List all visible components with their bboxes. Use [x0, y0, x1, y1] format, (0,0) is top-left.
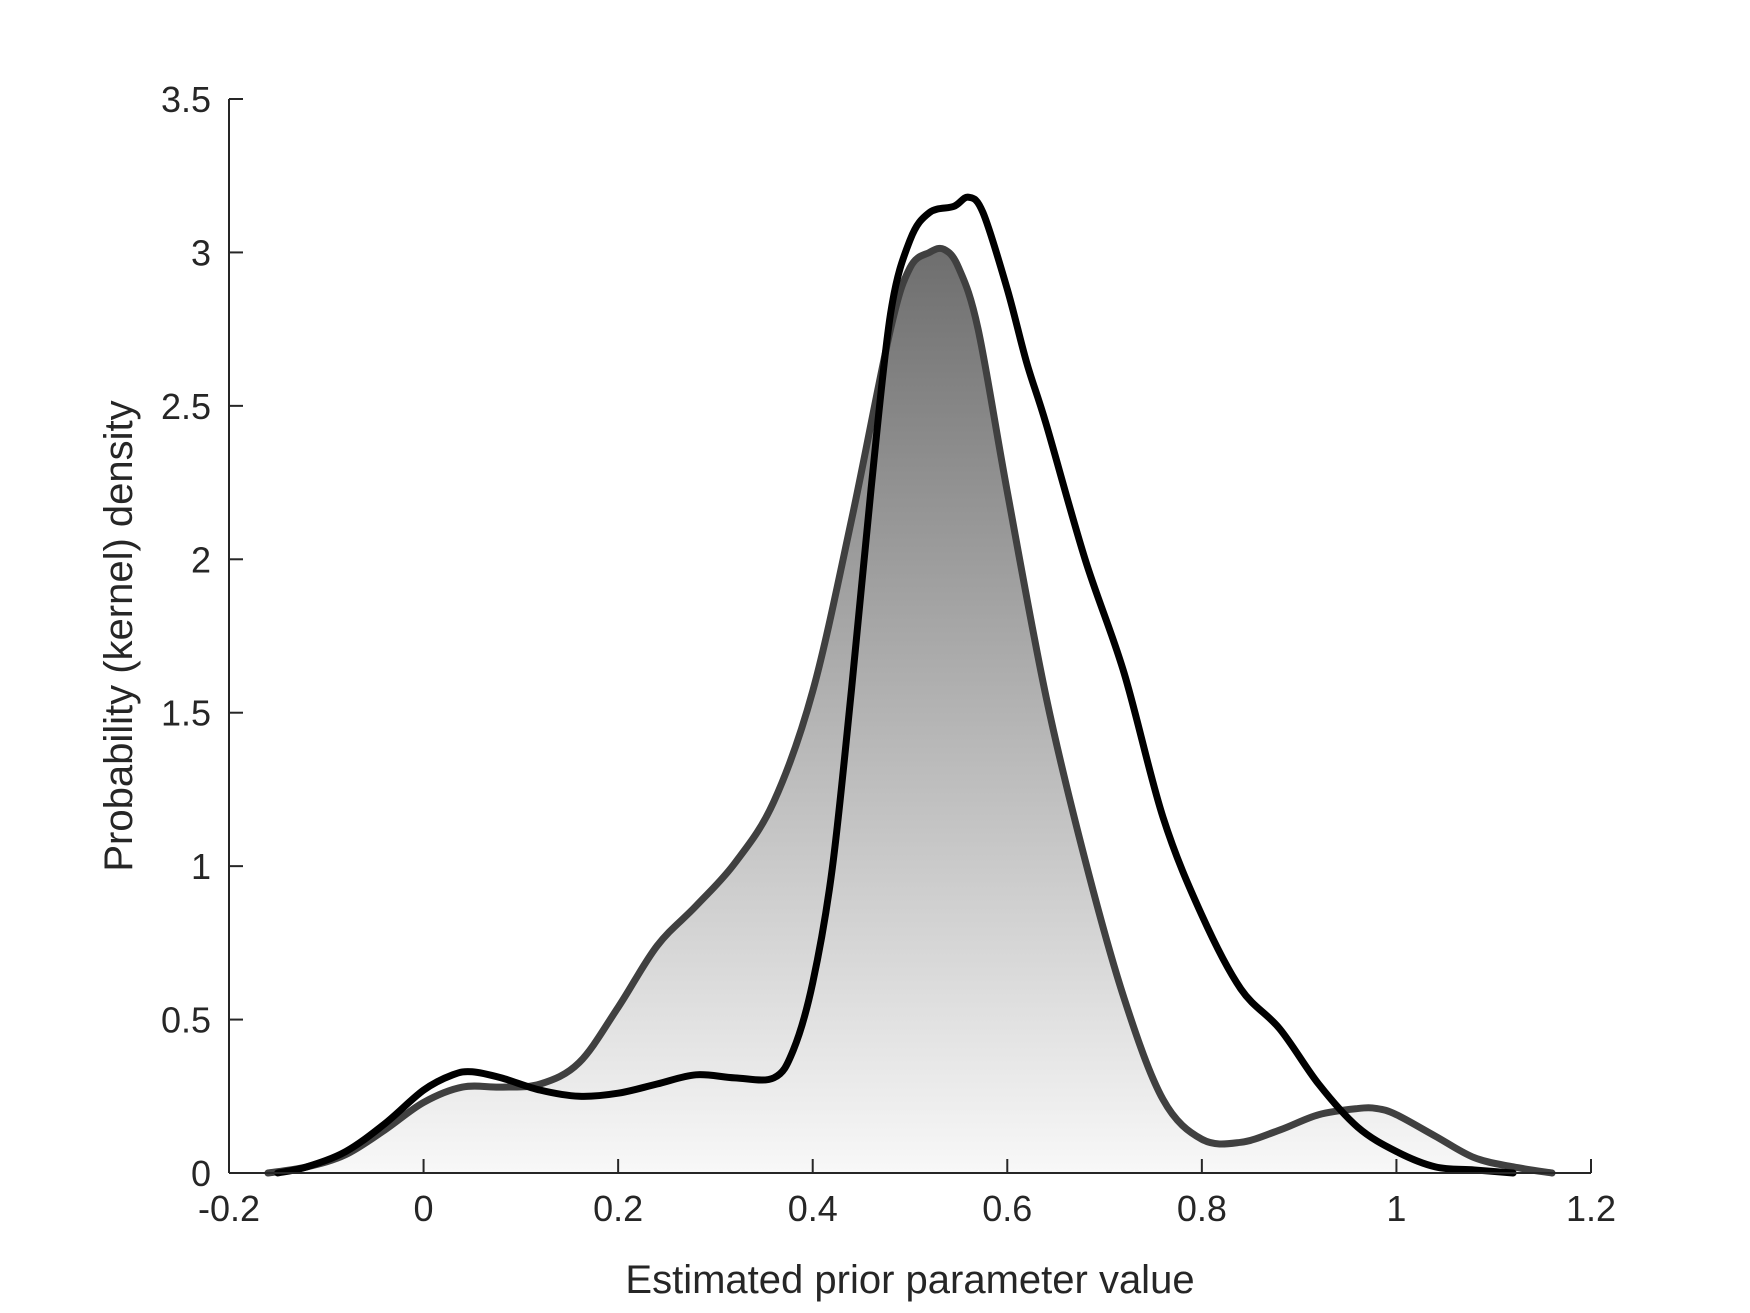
- y-tick-label: 1: [191, 846, 211, 887]
- y-tick-label: 2: [191, 539, 211, 580]
- series-0-area-fill: [267, 248, 1553, 1174]
- y-tick-label: 2.5: [161, 386, 211, 427]
- series-0-line: [264, 244, 1556, 1177]
- y-tick-label: 0.5: [161, 1000, 211, 1041]
- y-tick-label: 3: [191, 232, 211, 273]
- y-tick-label: 1.5: [161, 693, 211, 734]
- x-tick-label: 1.2: [1566, 1188, 1616, 1229]
- x-tick-label: 0.4: [788, 1188, 838, 1229]
- y-tick-label: 0: [191, 1153, 211, 1194]
- axes-layer: -0.2 0 0.2 0.4 0.6 0.8 1 1.200.511.522.533.5: [161, 79, 1616, 1229]
- x-tick-label: 1: [1386, 1188, 1406, 1229]
- series-layer: [264, 193, 1556, 1177]
- x-tick-label: 0.6: [982, 1188, 1032, 1229]
- x-tick-label: 0.8: [1177, 1188, 1227, 1229]
- x-tick-label: -0.2: [198, 1188, 260, 1229]
- x-axis-label: Estimated prior parameter value: [625, 1258, 1194, 1302]
- x-tick-label: 0.2: [593, 1188, 643, 1229]
- y-tick-label: 3.5: [161, 79, 211, 120]
- x-tick-label: 0: [414, 1188, 434, 1229]
- y-axis-label: Probability (kernel) density: [97, 400, 141, 871]
- series-1-line: [274, 193, 1517, 1177]
